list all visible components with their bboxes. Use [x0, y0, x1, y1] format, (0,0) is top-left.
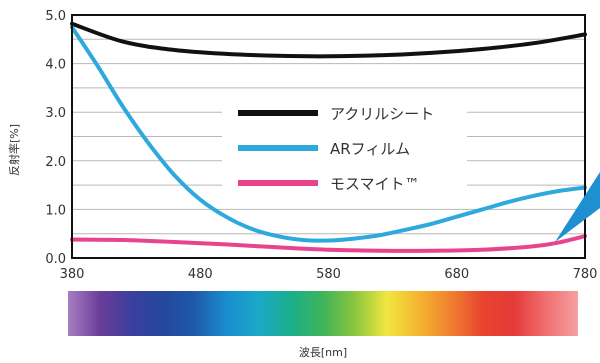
x-tick-label: 580	[316, 267, 341, 282]
legend-label: ARフィルム	[330, 140, 410, 158]
series-line-3	[70, 234, 587, 253]
series-group	[70, 21, 587, 253]
y-tick-label: 1.0	[45, 203, 66, 218]
y-axis-label: 反射率[%]	[7, 124, 21, 176]
x-tick-label: 380	[60, 267, 85, 282]
x-tick-label: 780	[573, 267, 598, 282]
y-tick-label: 3.0	[45, 106, 66, 121]
y-tick-label: 5.0	[45, 9, 66, 24]
legend-label: アクリルシート	[330, 105, 434, 123]
x-tick-labels: 380 480 580 680 780	[60, 267, 598, 282]
y-tick-labels: 0.0 1.0 2.0 3.0 4.0 5.0	[45, 9, 66, 267]
x-axis-label: 波長[nm]	[299, 346, 347, 359]
x-tick-label: 480	[188, 267, 213, 282]
pointer-shape	[555, 172, 600, 242]
y-tick-label: 2.0	[45, 155, 66, 170]
series-line-2	[70, 25, 587, 243]
wavelength-spectrum-bar	[68, 291, 578, 336]
x-tick-label: 680	[444, 267, 469, 282]
series-line-1	[70, 21, 587, 59]
y-tick-label: 0.0	[45, 252, 66, 267]
legend-label: モスマイト™	[330, 175, 420, 193]
y-tick-label: 4.0	[45, 58, 66, 73]
plot-frame	[71, 14, 586, 259]
